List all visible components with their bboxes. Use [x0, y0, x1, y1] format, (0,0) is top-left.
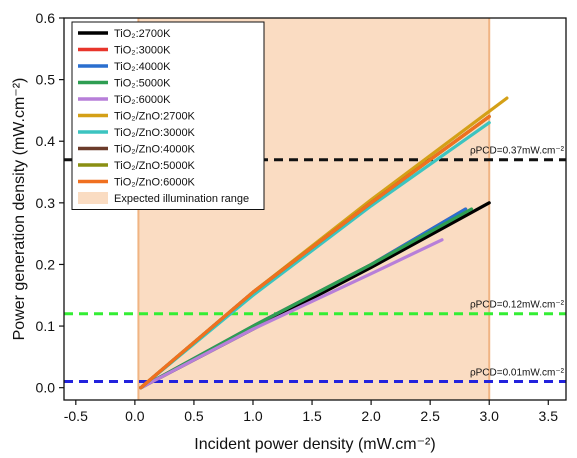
x-tick-label: 0.5 [184, 408, 204, 424]
legend-label-illumination-range: Expected illumination range [114, 193, 249, 205]
x-tick-label: 1.5 [302, 408, 322, 424]
legend-label-tio-zno-5000k: TiO₂/ZnO:5000K [114, 160, 196, 172]
legend-label-tio-3000k: TiO₂:3000K [114, 45, 171, 57]
reference-line-label-1: ρPCD=0.37mW.cm⁻² [470, 146, 565, 157]
legend-label-tio-6000k: TiO₂:6000K [114, 94, 171, 106]
reference-line-label-3: ρPCD=0.01mW.cm⁻² [470, 368, 565, 379]
series-line-tio-6000k [139, 238, 444, 390]
legend-swatch-illumination-range [78, 192, 108, 204]
ticks-layer: -0.5 0.0 0.5 1.0 1.5 2.0 2.5 3.0 3.5 0.0 0.1 0.2 0.3… [36, 10, 559, 424]
series-layer [139, 96, 509, 390]
legend: TiO₂:2700K TiO₂:3000K TiO₂:4000K TiO₂:5000K… [71, 21, 265, 210]
plot-frame [63, 17, 567, 401]
legend-label-tio-zno-4000k: TiO₂/ZnO:4000K [114, 144, 196, 156]
annotations-layer: ρPCD=0.37mW.cm⁻² ρPCD=0.12mW.cm⁻² ρPCD=0.0… [470, 146, 565, 379]
x-tick-label: -0.5 [64, 408, 88, 424]
reference-line-label-2: ρPCD=0.12mW.cm⁻² [470, 300, 565, 311]
legend-label-tio-zno-6000k: TiO₂/ZnO:6000K [114, 177, 196, 189]
x-tick-label: 2.0 [361, 408, 381, 424]
x-tick-label: 2.5 [420, 408, 440, 424]
legend-label-tio-zno-3000k: TiO₂/ZnO:3000K [114, 127, 196, 139]
y-tick-label: 0.2 [36, 256, 56, 272]
x-tick-label: 0.0 [125, 408, 145, 424]
y-tick-label: 0.0 [36, 380, 56, 396]
y-tick-label: 0.3 [36, 195, 56, 211]
legend-label-tio-4000k: TiO₂:4000K [114, 61, 171, 73]
x-axis-title: Incident power density (mW.cm⁻²) [194, 436, 435, 453]
y-axis-title: Power generation density (mW.cm⁻²) [11, 78, 28, 341]
x-tick-label: 3.5 [539, 408, 559, 424]
y-tick-label: 0.4 [36, 133, 56, 149]
legend-label-tio-5000k: TiO₂:5000K [114, 78, 171, 90]
y-tick-label: 0.1 [36, 318, 56, 334]
y-tick-label: 0.6 [36, 10, 56, 26]
legend-label-tio-zno-2700k: TiO₂/ZnO:2700K [114, 111, 196, 123]
y-tick-label: 0.5 [36, 72, 56, 88]
x-tick-label: 1.0 [243, 408, 263, 424]
x-tick-label: 3.0 [479, 408, 499, 424]
legend-label-tio-2700k: TiO₂:2700K [114, 28, 171, 40]
series-line-tio-zno-6000k [139, 114, 491, 390]
